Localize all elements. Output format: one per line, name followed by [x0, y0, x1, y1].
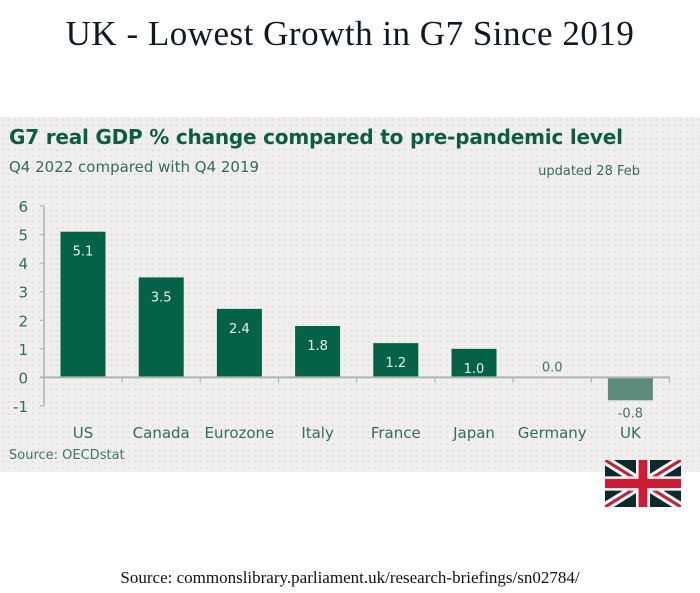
x-tick-label: US: [73, 424, 94, 442]
chart-title: G7 real GDP % change compared to pre-pan…: [9, 125, 623, 149]
x-tick-label: Canada: [133, 424, 190, 442]
x-tick-label: Japan: [452, 424, 495, 442]
y-tick-label: 4: [18, 255, 28, 273]
data-label: 0.0: [542, 360, 563, 375]
x-tick-label: UK: [620, 424, 642, 442]
chart-panel: [0, 117, 700, 472]
x-tick-label: Eurozone: [205, 424, 275, 442]
bar-france: [373, 343, 419, 378]
data-label: 1.2: [385, 356, 406, 371]
y-tick-label: 0: [18, 369, 28, 387]
x-tick-label: Italy: [301, 424, 334, 442]
bar-uk: [607, 377, 653, 401]
footer-source: Source: commonslibrary.parliament.uk/res…: [120, 568, 580, 587]
data-label: -0.8: [618, 406, 643, 421]
data-label: 1.0: [464, 362, 485, 377]
y-tick-label: 2: [18, 312, 28, 330]
chart-updated-note: updated 28 Feb: [538, 164, 640, 179]
headline: UK - Lowest Growth in G7 Since 2019: [65, 14, 635, 53]
chart-subtitle: Q4 2022 compared with Q4 2019: [9, 158, 260, 176]
y-tick-label: 3: [18, 284, 28, 302]
data-label: 3.5: [151, 290, 172, 305]
y-tick-label: 1: [18, 341, 28, 359]
bar-us: [60, 231, 106, 378]
union-jack-flag-icon: [602, 456, 684, 511]
data-label: 5.1: [73, 245, 94, 260]
y-tick-label: -1: [13, 398, 28, 416]
y-tick-label: 5: [18, 227, 28, 245]
bar-eurozone: [216, 308, 262, 378]
x-tick-label: France: [371, 424, 421, 442]
data-label: 2.4: [229, 322, 250, 337]
chart-source: Source: OECDstat: [9, 448, 125, 463]
bar-japan: [451, 348, 497, 378]
bar-italy: [295, 326, 341, 378]
bar-canada: [138, 277, 184, 378]
y-tick-label: 6: [18, 198, 28, 216]
x-tick-label: Germany: [518, 424, 587, 442]
data-label: 1.8: [307, 339, 328, 354]
